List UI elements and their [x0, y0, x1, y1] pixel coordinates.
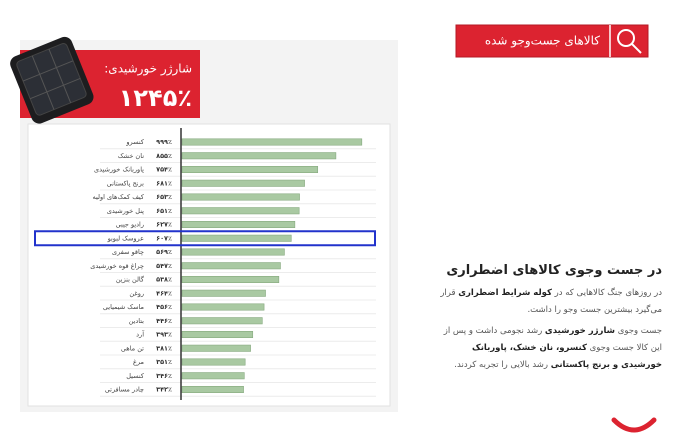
text-run: رشد بالایی را تجربه کردند.: [454, 360, 551, 370]
value-label: ۶۸۱٪: [156, 179, 172, 187]
callout-label: شارژر خورشیدی:: [104, 62, 192, 77]
text-run: جست وجوی: [615, 326, 662, 336]
bar: [181, 344, 251, 352]
value-label: ۳۴۶٪: [156, 372, 172, 380]
bar: [181, 221, 296, 229]
category-label: عروسک لبوبو: [107, 234, 145, 242]
value-label: ۴۴۶٪: [156, 317, 172, 325]
bar: [181, 385, 244, 393]
text-run: رشد نجومی داشت و پس از این کالا جست وجوی: [443, 326, 662, 353]
category-label: چادر مسافرتی: [105, 386, 144, 394]
category-label: چراغ قوه خورشیدی: [90, 262, 144, 270]
category-label: بتادین: [129, 317, 145, 325]
value-label: ۹۹۹٪: [156, 138, 172, 146]
value-label: ۳۴۲٪: [156, 386, 172, 394]
header-box: [455, 24, 649, 58]
bar: [181, 179, 305, 187]
text-run: کوله شرایط اضطراری: [458, 288, 552, 298]
bar: [181, 166, 319, 174]
article: در جست وجوی کالاهای اضطراری در روزهای جن…: [440, 262, 662, 378]
value-label: ۴۵۶٪: [156, 303, 172, 311]
powerbank: [10, 36, 94, 124]
value-label: ۶۵۱٪: [156, 207, 172, 215]
bar: [181, 138, 363, 146]
decor-curve: [611, 417, 657, 433]
bar: [181, 262, 281, 270]
category-label: مرغ: [133, 358, 144, 366]
category-label: گالن بنزین: [116, 276, 145, 284]
value-label: ۷۵۴٪: [156, 166, 172, 174]
category-label: کیف کمک‌های اولیه: [93, 193, 145, 201]
category-label: ماسک شیمیایی: [103, 303, 144, 311]
category-label: نان خشک: [118, 152, 144, 160]
bar: [181, 303, 265, 311]
value-label: ۶۰۷٪: [156, 234, 172, 242]
category-label: چاقو سفری: [112, 248, 144, 256]
value-label: ۸۵۵٪: [156, 152, 172, 160]
bar: [181, 152, 337, 160]
value-label: ۴۶۴٪: [156, 289, 172, 297]
bar: [181, 193, 300, 201]
search-icon: [617, 29, 642, 54]
category-label: برنج پاکستانی: [107, 179, 145, 187]
text-run: قرار می‌گیرد بیشترین جست وجو را داشت.: [440, 288, 662, 315]
article-title: در جست وجوی کالاهای اضطراری: [446, 263, 662, 278]
category-label: روغن: [129, 289, 144, 297]
callout-value: ۱۲۴۵٪: [119, 84, 192, 112]
bar: [181, 234, 292, 242]
value-label: ۶۲۷٪: [156, 221, 172, 229]
category-label: کنسیل: [126, 372, 145, 380]
paragraph: در روزهای جنگ کالاهایی که در کوله شرایط …: [440, 285, 662, 319]
bar: [181, 275, 280, 283]
text-run: شارژر خورشیدی: [544, 326, 615, 336]
value-label: ۶۵۳٪: [156, 193, 172, 201]
text-run: در روزهای جنگ کالاهایی که در: [551, 288, 662, 298]
text-run: کنسرو، نان خشک، پاوربانک خورشیدی و برنج …: [471, 343, 662, 370]
bar: [181, 248, 285, 256]
value-label: ۵۳۸٪: [156, 276, 172, 284]
category-label: پاوربانک خورشیدی: [94, 166, 144, 174]
header-title: کالاهای جست‌وجو شده: [485, 34, 600, 49]
bar: [181, 289, 266, 297]
category-label: کنسرو: [125, 138, 144, 146]
bar: [181, 207, 300, 215]
category-label: تن ماهی: [121, 344, 144, 352]
value-label: ۳۸۱٪: [156, 344, 172, 352]
value-label: ۳۹۳٪: [156, 331, 172, 339]
category-label: آرد: [136, 330, 145, 339]
value-label: ۳۵۱٪: [156, 358, 172, 366]
highlight-box: [34, 230, 376, 247]
bar: [181, 317, 263, 325]
bar: [181, 330, 254, 338]
value-label: ۵۶۹٪: [156, 248, 172, 256]
value-label: ۵۴۷٪: [156, 262, 172, 270]
category-label: پنل خورشیدی: [107, 207, 144, 215]
paragraph: جست وجوی شارژر خورشیدی رشد نجومی داشت و …: [440, 323, 662, 374]
bar: [181, 358, 246, 366]
category-label: رادیو جیبی: [116, 221, 144, 229]
bar: [181, 372, 245, 380]
